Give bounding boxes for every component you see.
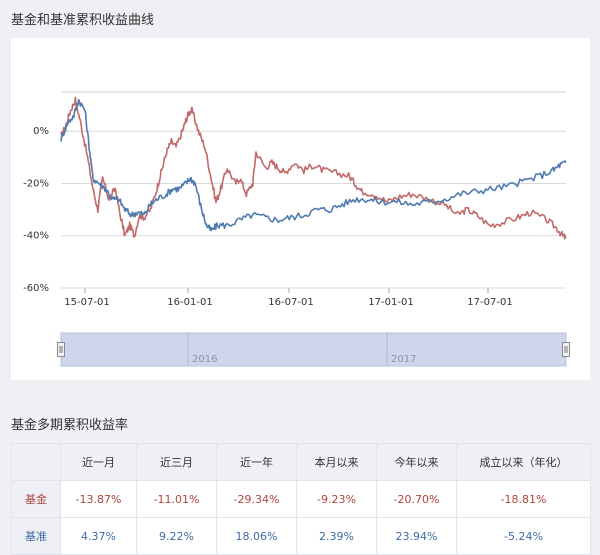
y-tick-label: -20% xyxy=(23,178,49,189)
table-section-title: 基金多期累积收益率 xyxy=(11,418,129,433)
series-line-benchmark xyxy=(60,98,567,232)
header-year-to-date: 今年以来 xyxy=(376,443,457,481)
header-corner xyxy=(11,443,61,481)
navigator-track[interactable] xyxy=(60,332,567,367)
x-tick-label: 16-01-01 xyxy=(167,297,212,308)
range-navigator[interactable]: 2016 2017 xyxy=(57,332,570,367)
x-tick-label: 16-07-01 xyxy=(268,297,313,308)
fund-3-month: -11.01% xyxy=(136,480,217,518)
series-lines xyxy=(60,96,567,240)
x-tick-label: 17-07-01 xyxy=(467,297,512,308)
series-line-fund xyxy=(60,96,567,240)
handle-box[interactable] xyxy=(562,342,570,357)
benchmark-month-to-date: 2.39% xyxy=(296,517,377,555)
navigator-label-2016: 2016 xyxy=(192,354,217,365)
handle-box[interactable] xyxy=(57,342,65,357)
fund-year-to-date: -20.70% xyxy=(376,480,457,518)
table-row-benchmark: 基准 4.37% 9.22% 18.06% 2.39% 23.94% -5.24… xyxy=(11,517,591,555)
chart-section-title: 基金和基准累积收益曲线 xyxy=(11,13,155,28)
x-tick-label: 15-07-01 xyxy=(64,297,109,308)
benchmark-3-month: 9.22% xyxy=(136,517,217,555)
y-tick-label: 0% xyxy=(33,126,49,137)
row-label-fund: 基金 xyxy=(11,480,61,518)
chart-canvas: 0%-20%-40%-60% 15-07-01 16-01-01 16-07-01 1… xyxy=(23,91,570,367)
header-3-month: 近三月 xyxy=(136,443,217,481)
fund-since-inception: -18.81% xyxy=(456,480,591,518)
navigator-label-2017: 2017 xyxy=(391,354,416,365)
header-since-inception: 成立以来（年化） xyxy=(456,443,591,481)
table-row-fund: 基金 -13.87% -11.01% -29.34% -9.23% -20.70… xyxy=(11,480,591,518)
multi-period-return-table: 近一月 近三月 近一年 本月以来 今年以来 成立以来（年化） 基金 -13.87… xyxy=(11,443,591,555)
navigator-right-handle-icon[interactable] xyxy=(562,342,570,357)
grid-lines xyxy=(61,91,566,289)
benchmark-since-inception: -5.24% xyxy=(456,517,591,555)
cumulative-return-chart: 0% -20% -40% -60% 15-07-01 16-01-01 16-07-01 1… xyxy=(11,38,590,380)
fund-1-month: -13.87% xyxy=(60,480,137,518)
table-header-row: 近一月 近三月 近一年 本月以来 今年以来 成立以来（年化） xyxy=(11,443,591,481)
benchmark-year-to-date: 23.94% xyxy=(376,517,457,555)
header-1-month: 近一月 xyxy=(60,443,137,481)
fund-1-year: -29.34% xyxy=(216,480,297,518)
x-tick-label: 17-01-01 xyxy=(368,297,413,308)
y-axis-ticks: 0% -20% -40% -60% xyxy=(23,126,49,294)
row-label-benchmark: 基准 xyxy=(11,517,61,555)
y-tick-label: -40% xyxy=(23,231,49,242)
fund-month-to-date: -9.23% xyxy=(296,480,377,518)
benchmark-1-year: 18.06% xyxy=(216,517,297,555)
x-axis-ticks: 15-07-01 16-01-01 16-07-01 17-01-01 17-07-01 xyxy=(64,288,513,308)
header-1-year: 近一年 xyxy=(216,443,297,481)
return-table: 近一月 近三月 近一年 本月以来 今年以来 成立以来（年化） 基金 -13.87… xyxy=(11,443,591,555)
navigator-left-handle-icon[interactable] xyxy=(57,342,65,357)
benchmark-1-month: 4.37% xyxy=(60,517,137,555)
header-month-to-date: 本月以来 xyxy=(296,443,377,481)
y-tick-label: -60% xyxy=(23,283,49,294)
